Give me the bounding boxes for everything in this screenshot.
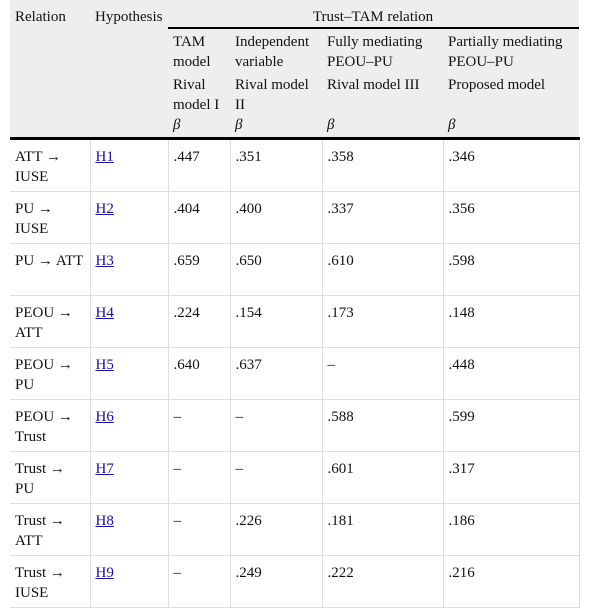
relation-cell: PU → IUSE [10,191,91,244]
relation-cell: PEOU → Trust [10,399,91,452]
hypothesis-link[interactable]: H2 [95,201,114,217]
value-cell: – [167,503,231,556]
table-body: ATT → IUSE H1 .447.351.358.346 PU → IUSE H2.… [10,138,580,608]
value-cell: .154 [229,295,323,348]
hypothesis-link[interactable]: H6 [95,409,114,425]
hypothesis-link[interactable]: H4 [95,305,114,321]
relation-cell: Trust → ATT [10,503,91,556]
value-cell: .637 [229,347,323,400]
table-row: Trust → PU H7– – .601.317 [10,451,580,504]
value-cell: .216 [442,555,580,608]
table-header: Relation Hypothesis Trust–TAM relation T… [10,0,580,140]
relation-cell: PEOU → ATT [10,295,91,348]
hypothesis-cell: H2 [89,191,169,244]
value-cell: .598 [442,243,580,296]
table-row: ATT → IUSE H1 .447.351.358.346 [10,138,580,192]
rival-header: Rival model III [322,72,443,115]
rival-header: Rival model I [168,72,230,115]
model-header: Independent variable [230,28,322,72]
table-row: PU → ATT H3 .659.650.610.598 [10,243,580,296]
value-cell: .610 [321,243,444,296]
table-row: Trust → ATT H8 – .226.181.186 [10,503,580,556]
value-cell: .650 [229,243,323,296]
value-cell: .337 [321,191,444,244]
hypothesis-link[interactable]: H9 [95,565,114,581]
value-cell: – [167,555,231,608]
value-cell: .181 [321,503,444,556]
value-cell: .404 [167,191,231,244]
value-cell: .358 [321,138,444,192]
rival-header: Rival model II [230,72,322,115]
hypothesis-cell: H6 [89,399,169,452]
table-row: PU → IUSE H2 .404.400.337.356 [10,191,580,244]
table-row: Trust → IUSE H9 – .249.222.216 [10,555,580,608]
table-row: PEOU → ATT H4 .224.154.173.148 [10,295,580,348]
value-cell: .599 [442,399,580,452]
hypothesis-link[interactable]: H8 [95,513,114,529]
value-cell: .351 [229,138,323,192]
hypothesis-cell: H8 [89,503,169,556]
relation-cell: ATT → IUSE [10,138,91,192]
rival-header: Proposed model [443,72,580,115]
value-cell: – [167,399,231,452]
value-cell: .249 [229,555,323,608]
hypothesis-link[interactable]: H1 [95,149,114,165]
hypothesis-link[interactable]: H3 [95,253,114,269]
table-row: PEOU → PU H5 .640.637– .448 [10,347,580,400]
hypothesis-cell: H1 [89,138,169,192]
relation-cell: PEOU → PU [10,347,91,400]
hypothesis-cell: H5 [89,347,169,400]
value-cell: – [321,347,444,400]
table-row: PEOU → Trust H6– – .588.599 [10,399,580,452]
hypothesis-cell: H3 [89,243,169,296]
group-header: Trust–TAM relation [168,0,580,29]
value-cell: .659 [167,243,231,296]
value-cell: .640 [167,347,231,400]
stat-header: β [443,115,580,140]
value-cell: – [229,399,323,452]
value-cell: .173 [321,295,444,348]
value-cell: .356 [442,191,580,244]
value-cell: – [167,451,231,504]
value-cell: .226 [229,503,323,556]
model-header: TAM model [168,28,230,72]
value-cell: .346 [442,138,580,192]
model-header: Partially mediating PEOU–PU [443,28,580,72]
value-cell: .317 [442,451,580,504]
hypothesis-cell: H4 [89,295,169,348]
hypothesis-header: Hypothesis [90,0,168,140]
stat-header: β [230,115,322,140]
stat-header: β [168,115,230,140]
hypothesis-cell: H7 [89,451,169,504]
value-cell: – [229,451,323,504]
value-cell: .400 [229,191,323,244]
value-cell: .222 [321,555,444,608]
value-cell: .447 [167,138,231,192]
hypothesis-link[interactable]: H7 [95,461,114,477]
stat-header: β [322,115,443,140]
value-cell: .601 [321,451,444,504]
relation-cell: PU → ATT [10,243,91,296]
value-cell: .448 [442,347,580,400]
results-table: Relation Hypothesis Trust–TAM relation T… [10,0,580,608]
relation-header: Relation [10,0,90,140]
hypothesis-link[interactable]: H5 [95,357,114,373]
hypothesis-cell: H9 [89,555,169,608]
relation-cell: Trust → PU [10,451,91,504]
value-cell: .224 [167,295,231,348]
model-header: Fully mediating PEOU–PU [322,28,443,72]
relation-cell: Trust → IUSE [10,555,91,608]
value-cell: .186 [442,503,580,556]
value-cell: .588 [321,399,444,452]
value-cell: .148 [442,295,580,348]
